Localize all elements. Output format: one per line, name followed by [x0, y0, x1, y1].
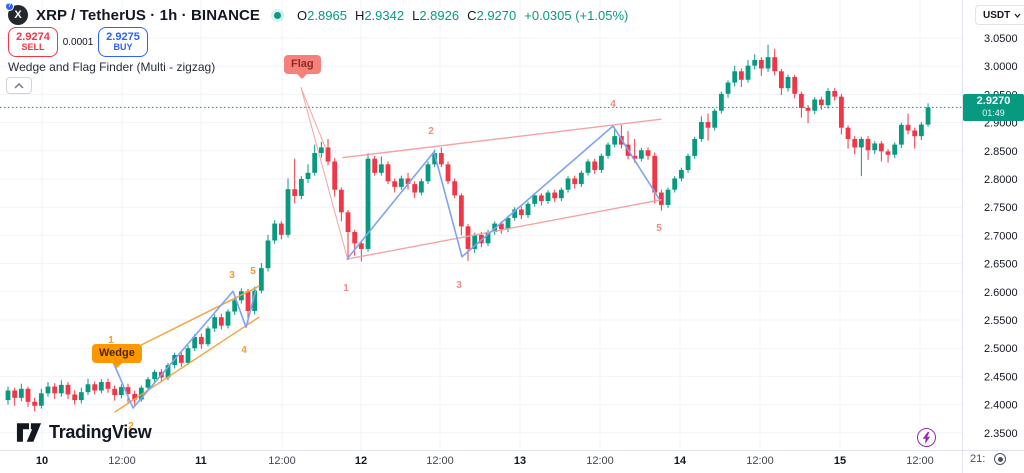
svg-text:12:00: 12:00 — [108, 455, 136, 467]
svg-text:3.0000: 3.0000 — [984, 61, 1018, 73]
grid-lines — [0, 0, 962, 450]
svg-text:2.5500: 2.5500 — [984, 315, 1018, 327]
svg-text:12:00: 12:00 — [268, 455, 296, 467]
svg-text:2.6500: 2.6500 — [984, 259, 1018, 271]
current-price: 2.9270 — [976, 95, 1011, 107]
svg-text:2.4000: 2.4000 — [984, 400, 1018, 412]
candlestick-series — [5, 44, 931, 412]
svg-text:15: 15 — [834, 455, 846, 467]
buy-button[interactable]: 2.9275 BUY — [98, 27, 148, 57]
tradingview-logo-text: TradingView — [49, 422, 152, 442]
svg-text:3: 3 — [229, 270, 235, 281]
svg-text:5: 5 — [656, 223, 662, 234]
svg-text:1: 1 — [108, 335, 114, 346]
low-value: 2.8926 — [419, 7, 460, 23]
clock-time[interactable]: 21: — [970, 453, 986, 465]
svg-text:12: 12 — [355, 455, 367, 467]
svg-text:14: 14 — [674, 455, 687, 467]
svg-text:10: 10 — [36, 455, 48, 467]
chevron-down-icon — [1014, 13, 1021, 18]
svg-text:2.7500: 2.7500 — [984, 202, 1018, 214]
svg-text:2.8000: 2.8000 — [984, 174, 1018, 186]
svg-text:4: 4 — [241, 345, 247, 356]
tradingview-mark-icon — [16, 423, 42, 442]
svg-text:2.6000: 2.6000 — [984, 287, 1018, 299]
svg-text:12:00: 12:00 — [906, 455, 934, 467]
svg-text:2.7000: 2.7000 — [984, 230, 1018, 242]
currency-selector[interactable]: USDT — [975, 5, 1024, 25]
svg-text:12:00: 12:00 — [586, 455, 614, 467]
high-value: 2.9342 — [364, 7, 405, 23]
svg-text:11: 11 — [195, 455, 207, 467]
svg-text:13: 13 — [514, 455, 526, 467]
axis-settings-gear-icon[interactable] — [994, 453, 1007, 465]
timezone-area: 21: — [970, 453, 1007, 465]
market-status-dot-icon[interactable] — [274, 11, 282, 19]
axis-labels: 3.05003.00002.95002.90002.85002.80002.75… — [36, 33, 1018, 467]
svg-text:2.4500: 2.4500 — [984, 371, 1018, 383]
bar-countdown: 01:49 — [982, 108, 1005, 118]
svg-text:2.8500: 2.8500 — [984, 146, 1018, 158]
ohlc-values: O2.8965 H2.9342 L2.8926 C2.9270 — [297, 7, 517, 23]
svg-text:2.5000: 2.5000 — [984, 343, 1018, 355]
open-value: 2.8965 — [307, 7, 347, 23]
svg-text:2.3500: 2.3500 — [984, 428, 1018, 440]
close-value: 2.9270 — [476, 7, 517, 23]
wedge-pattern-label[interactable]: Wedge — [92, 344, 142, 368]
tradingview-logo[interactable]: TradingView — [16, 422, 152, 443]
svg-text:12:00: 12:00 — [426, 455, 454, 467]
instant-trading-button[interactable] — [917, 428, 936, 447]
svg-text:12:00: 12:00 — [746, 455, 774, 467]
svg-text:3.0500: 3.0500 — [984, 33, 1018, 45]
svg-text:3: 3 — [456, 280, 462, 291]
current-price-badge[interactable]: 2.9270 01:49 — [963, 94, 1024, 121]
symbol-title[interactable]: XRP / TetherUS · 1h · BINANCE — [36, 6, 261, 24]
svg-text:2: 2 — [128, 421, 134, 432]
flag-pattern-label[interactable]: Flag — [284, 55, 321, 79]
indicator-title[interactable]: Wedge and Flag Finder (Multi - zigzag) — [8, 60, 216, 74]
trade-widget: 2.9274 SELL 0.0001 2.9275 BUY — [8, 27, 148, 57]
svg-text:1: 1 — [343, 283, 349, 294]
sell-button[interactable]: 2.9274 SELL — [8, 27, 58, 57]
svg-text:4: 4 — [610, 99, 616, 110]
svg-text:5: 5 — [250, 266, 256, 277]
lightning-icon — [922, 431, 931, 444]
pattern-drawings: 1 2 3 4 5 1 2 3 4 5 — [108, 87, 662, 432]
chevron-up-icon — [14, 82, 24, 89]
logo-badge-icon: ? — [5, 2, 14, 11]
price-change: +0.0305 (+1.05%) — [524, 7, 629, 23]
xrp-logo-icon: X ? — [5, 2, 28, 25]
svg-text:2: 2 — [428, 126, 434, 137]
indicator-collapse-button[interactable] — [6, 77, 32, 94]
spread-value: 0.0001 — [62, 36, 94, 48]
symbol-header: X ? XRP / TetherUS · 1h · BINANCE O2.896… — [5, 2, 629, 26]
